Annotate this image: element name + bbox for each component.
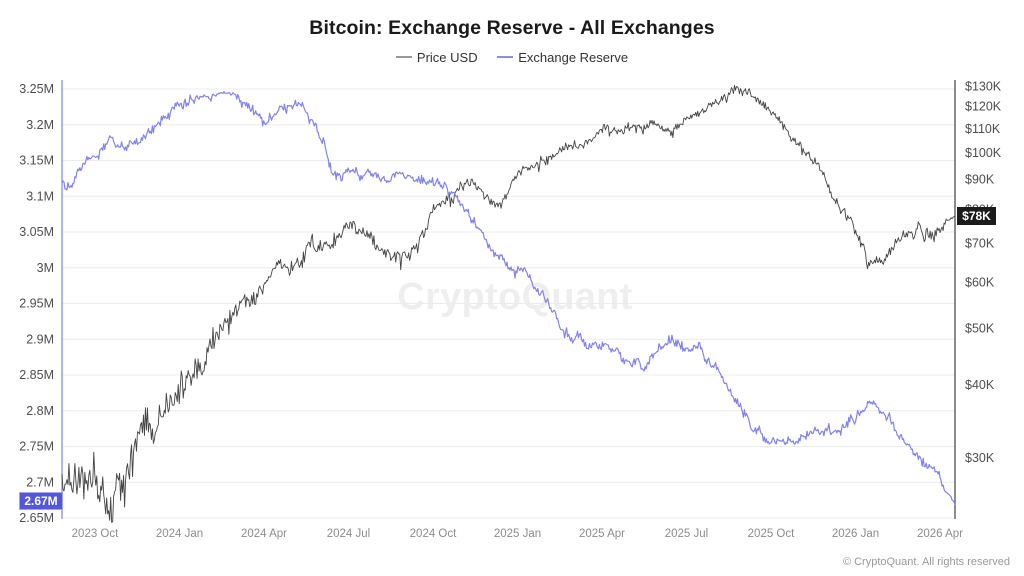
svg-text:2025 Oct: 2025 Oct	[748, 528, 795, 540]
svg-text:3.15M: 3.15M	[19, 154, 54, 168]
svg-text:2024 Apr: 2024 Apr	[241, 528, 287, 540]
svg-text:2.95M: 2.95M	[19, 297, 54, 311]
svg-text:$100K: $100K	[965, 146, 1002, 160]
svg-text:2025 Jan: 2025 Jan	[494, 528, 541, 540]
svg-text:3.05M: 3.05M	[19, 225, 54, 239]
svg-text:2.75M: 2.75M	[19, 440, 54, 454]
svg-text:$40K: $40K	[965, 378, 995, 392]
svg-text:3.25M: 3.25M	[19, 82, 54, 96]
svg-text:3M: 3M	[37, 261, 54, 275]
svg-text:$30K: $30K	[965, 451, 995, 465]
svg-text:2024 Jul: 2024 Jul	[327, 528, 370, 540]
svg-text:2.65M: 2.65M	[19, 511, 54, 525]
svg-text:2025 Jul: 2025 Jul	[665, 528, 708, 540]
svg-text:3.2M: 3.2M	[26, 118, 54, 132]
svg-text:2024 Jan: 2024 Jan	[156, 528, 203, 540]
svg-text:$60K: $60K	[965, 275, 995, 289]
svg-text:2023 Oct: 2023 Oct	[72, 528, 119, 540]
svg-text:$120K: $120K	[965, 100, 1002, 114]
svg-text:2026 Jan: 2026 Jan	[832, 528, 879, 540]
svg-text:2.7M: 2.7M	[26, 475, 54, 489]
svg-text:$50K: $50K	[965, 322, 995, 336]
svg-text:2025 Apr: 2025 Apr	[579, 528, 625, 540]
svg-text:$90K: $90K	[965, 173, 995, 187]
svg-text:$130K: $130K	[965, 79, 1002, 93]
svg-text:2026 Apr: 2026 Apr	[917, 528, 963, 540]
svg-text:2.85M: 2.85M	[19, 368, 54, 382]
svg-text:2.9M: 2.9M	[26, 332, 54, 346]
svg-text:2024 Oct: 2024 Oct	[410, 528, 457, 540]
svg-text:$110K: $110K	[965, 122, 1001, 136]
svg-text:2.8M: 2.8M	[26, 404, 54, 418]
svg-text:3.1M: 3.1M	[26, 189, 54, 203]
svg-text:$70K: $70K	[965, 236, 995, 250]
